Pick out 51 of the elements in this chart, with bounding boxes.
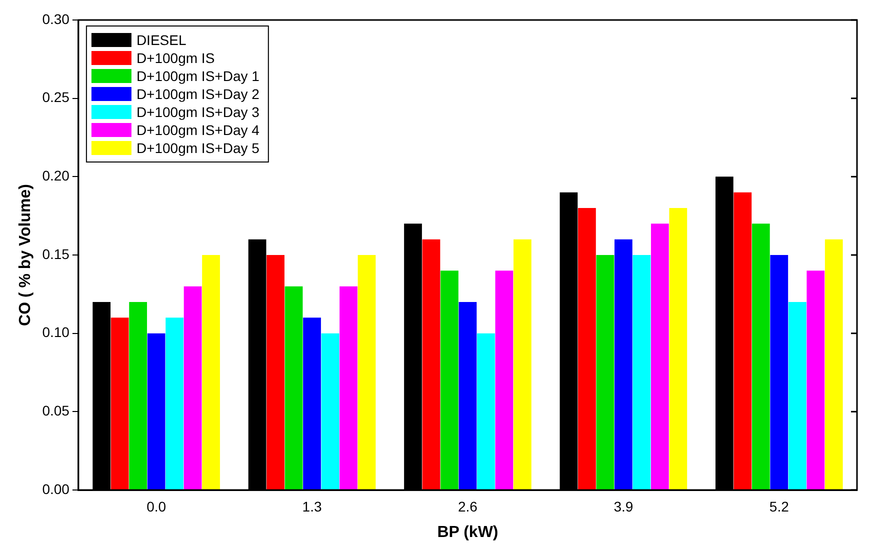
x-tick-label: 5.2 bbox=[769, 498, 790, 514]
bar bbox=[806, 270, 825, 490]
bar bbox=[422, 239, 440, 490]
legend-label: D+100gm IS+Day 3 bbox=[136, 104, 260, 120]
legend-label: DIESEL bbox=[136, 32, 186, 48]
bar bbox=[788, 302, 806, 490]
bar bbox=[284, 286, 303, 490]
bar bbox=[303, 318, 321, 490]
bar bbox=[632, 255, 651, 490]
bar bbox=[752, 224, 770, 490]
y-tick-label: 0.30 bbox=[42, 10, 70, 27]
bar bbox=[458, 302, 477, 490]
bar bbox=[824, 239, 843, 490]
x-tick-label: 0.0 bbox=[146, 498, 166, 514]
y-axis-title: CO ( % by Volume) bbox=[17, 184, 34, 326]
legend-label: D+100gm IS+Day 1 bbox=[136, 68, 260, 84]
bar bbox=[166, 318, 184, 490]
y-tick-label: 0.05 bbox=[42, 402, 70, 419]
legend-label: D+100gm IS+Day 4 bbox=[136, 122, 260, 138]
legend-label: D+100gm IS bbox=[136, 50, 215, 66]
y-tick-label: 0.10 bbox=[42, 324, 70, 340]
bar bbox=[614, 239, 632, 490]
y-tick-label: 0.20 bbox=[42, 168, 70, 184]
bar bbox=[202, 255, 220, 490]
bar bbox=[110, 318, 129, 490]
bar bbox=[266, 255, 284, 490]
bar bbox=[358, 255, 376, 490]
bar bbox=[596, 255, 614, 490]
bar bbox=[495, 270, 514, 490]
bar bbox=[770, 255, 788, 490]
y-tick-label: 0.00 bbox=[42, 480, 70, 497]
legend-label: D+100gm IS+Day 5 bbox=[136, 140, 260, 156]
bar bbox=[734, 192, 752, 490]
legend-label: D+100gm IS+Day 2 bbox=[136, 86, 260, 102]
bar bbox=[578, 208, 596, 490]
bar bbox=[147, 333, 166, 490]
bar bbox=[184, 286, 202, 490]
x-axis-title: BP (kW) bbox=[437, 524, 498, 541]
y-tick-label: 0.15 bbox=[42, 246, 70, 262]
x-tick-label: 2.6 bbox=[458, 498, 478, 514]
x-tick-label: 3.9 bbox=[614, 498, 634, 514]
bar bbox=[514, 239, 532, 490]
bar bbox=[321, 333, 340, 490]
bar bbox=[340, 286, 358, 490]
bar bbox=[477, 333, 495, 490]
bar bbox=[650, 224, 669, 490]
x-tick-label: 1.3 bbox=[302, 498, 322, 514]
bar bbox=[669, 208, 688, 490]
y-tick-label: 0.25 bbox=[42, 89, 70, 106]
bar bbox=[440, 270, 458, 490]
bar bbox=[129, 302, 147, 490]
